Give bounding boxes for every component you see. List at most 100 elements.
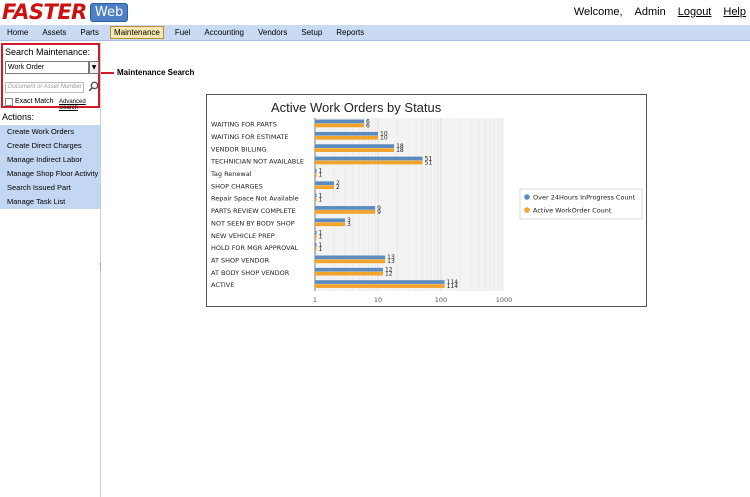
bar-value-label: 9 xyxy=(377,209,381,216)
bar xyxy=(315,197,317,202)
bar-value-label: 10 xyxy=(380,135,388,142)
legend-label: Active WorkOrder Count xyxy=(533,207,612,215)
search-input[interactable]: Document or Asset Number xyxy=(5,82,84,93)
bar-value-label: 1 xyxy=(319,192,323,199)
action-create-direct-charges[interactable]: Create Direct Charges xyxy=(7,141,82,150)
panel-splitter-handle[interactable] xyxy=(100,263,102,271)
bar xyxy=(315,259,386,264)
actions-title: Actions: xyxy=(2,112,35,122)
category-label: HOLD FOR MGR APPROVAL xyxy=(211,244,299,252)
help-link[interactable]: Help xyxy=(723,6,746,18)
action-manage-indirect-labor[interactable]: Manage Indirect Labor xyxy=(7,155,83,164)
nav-item-parts[interactable]: Parts xyxy=(77,27,102,38)
status-chart: Active Work Orders by Status 1 10 100 1000 WA… xyxy=(210,100,643,304)
bar xyxy=(315,210,376,214)
bar xyxy=(315,234,317,239)
bar-value-label: 10 xyxy=(380,131,388,138)
x-tick-label: 100 xyxy=(435,296,447,304)
user-links: Welcome, Admin Logout Help xyxy=(574,6,746,18)
bar xyxy=(315,206,376,210)
nav-item-label: Assets xyxy=(42,28,67,37)
bar-value-label: 9 xyxy=(377,205,381,212)
plot-area xyxy=(315,118,504,291)
bar xyxy=(315,148,395,152)
bar xyxy=(315,123,365,128)
bar-value-label: 51 xyxy=(425,155,433,162)
category-label: ACTIVE xyxy=(211,281,234,289)
bar xyxy=(315,156,423,161)
bar xyxy=(315,185,334,190)
nav-item-setup[interactable]: Setup xyxy=(298,27,325,38)
category-label: Tag Renewal xyxy=(210,170,252,178)
welcome-text: Welcome, xyxy=(573,6,623,18)
category-label: WAITING FOR PARTS xyxy=(211,121,277,129)
category-label: VENDOR BILLING xyxy=(211,145,267,153)
nav-item-fuel[interactable]: Fuel xyxy=(172,27,194,38)
logo-web-badge: Web xyxy=(89,2,129,22)
action-create-work-orders[interactable]: Create Work Orders xyxy=(7,127,74,136)
actions-list: Create Work Orders Create Direct Charges M… xyxy=(0,125,100,209)
bar xyxy=(315,230,317,235)
bar xyxy=(315,247,317,251)
nav-item-label: Reports xyxy=(336,28,365,37)
nav-item-label: Accounting xyxy=(204,28,244,37)
chart-legend xyxy=(519,188,643,220)
bar-value-label: 18 xyxy=(396,143,404,150)
bar xyxy=(315,284,445,288)
main-nav: Home Assets Parts Maintenance Fuel Accounting… xyxy=(0,25,750,41)
nav-item-home[interactable]: Home xyxy=(4,27,31,38)
bar-value-label: 3 xyxy=(347,217,351,224)
maintenance-search-box: Search Maintenance: Work Order ▼ Documen… xyxy=(1,43,100,111)
nav-item-assets[interactable]: Assets xyxy=(39,27,69,38)
bar-value-label: 1 xyxy=(319,233,323,240)
logout-link[interactable]: Logout xyxy=(677,6,712,18)
action-search-issued-part[interactable]: Search Issued Part xyxy=(7,183,71,192)
exact-match-label: Exact Match xyxy=(15,98,54,105)
advanced-search-link[interactable]: Advanced Search xyxy=(59,99,86,111)
nav-item-label: Fuel xyxy=(174,28,191,37)
legend-marker xyxy=(524,207,530,213)
search-icon[interactable] xyxy=(88,81,99,92)
bar xyxy=(315,131,378,136)
bar-value-label: 3 xyxy=(347,221,351,228)
nav-item-maintenance[interactable]: Maintenance xyxy=(110,26,164,39)
nav-item-vendors[interactable]: Vendors xyxy=(255,27,290,38)
top-header: FASTER Web Welcome, Admin Logout Help xyxy=(0,0,750,25)
search-title: Search Maintenance: xyxy=(5,47,91,57)
nav-item-label: Vendors xyxy=(258,28,288,37)
category-label: AT BODY SHOP VENDOR xyxy=(211,269,290,277)
bar-value-label: 13 xyxy=(387,254,395,261)
category-label: PARTS REVIEW COMPLETE xyxy=(211,207,296,215)
bar-value-label: 12 xyxy=(385,267,393,274)
bar-value-label: 6 xyxy=(366,118,370,125)
bar xyxy=(315,168,317,173)
left-panel: Search Maintenance: Work Order ▼ Documen… xyxy=(0,42,101,497)
nav-item-reports[interactable]: Reports xyxy=(333,27,367,38)
action-manage-task-list[interactable]: Manage Task List xyxy=(7,197,66,206)
nav-item-accounting[interactable]: Accounting xyxy=(201,27,247,38)
bar xyxy=(315,135,378,140)
maintenance-search-callout: Maintenance Search xyxy=(117,68,195,77)
bar xyxy=(315,243,317,247)
bar-value-label: 2 xyxy=(336,184,340,191)
legend-marker xyxy=(524,194,530,200)
nav-item-label: Setup xyxy=(301,28,323,37)
bar-value-label: 114 xyxy=(447,283,459,290)
status-chart-panel: Active Work Orders by Status 1 10 100 1000 WA… xyxy=(206,94,647,307)
category-label: TECHNICIAN NOT AVAILABLE xyxy=(210,158,304,166)
x-tick-label: 10 xyxy=(374,296,382,304)
category-label: SHOP CHARGES xyxy=(211,182,263,190)
category-label: AT SHOP VENDOR xyxy=(211,256,270,264)
nav-item-label: Maintenance xyxy=(114,28,160,37)
nav-item-label: Home xyxy=(7,28,29,37)
action-manage-shop-floor-activity[interactable]: Manage Shop Floor Activity xyxy=(7,169,99,178)
bar xyxy=(315,280,445,284)
bar-value-label: 12 xyxy=(385,271,393,278)
bar xyxy=(315,172,317,177)
callout-connector xyxy=(101,72,114,74)
exact-match-checkbox[interactable] xyxy=(5,98,13,106)
bar xyxy=(315,271,383,276)
chevron-down-icon[interactable]: ▼ xyxy=(89,61,99,74)
search-type-select[interactable]: Work Order xyxy=(5,61,89,74)
fasterweb-logo[interactable]: FASTER Web xyxy=(2,0,129,24)
